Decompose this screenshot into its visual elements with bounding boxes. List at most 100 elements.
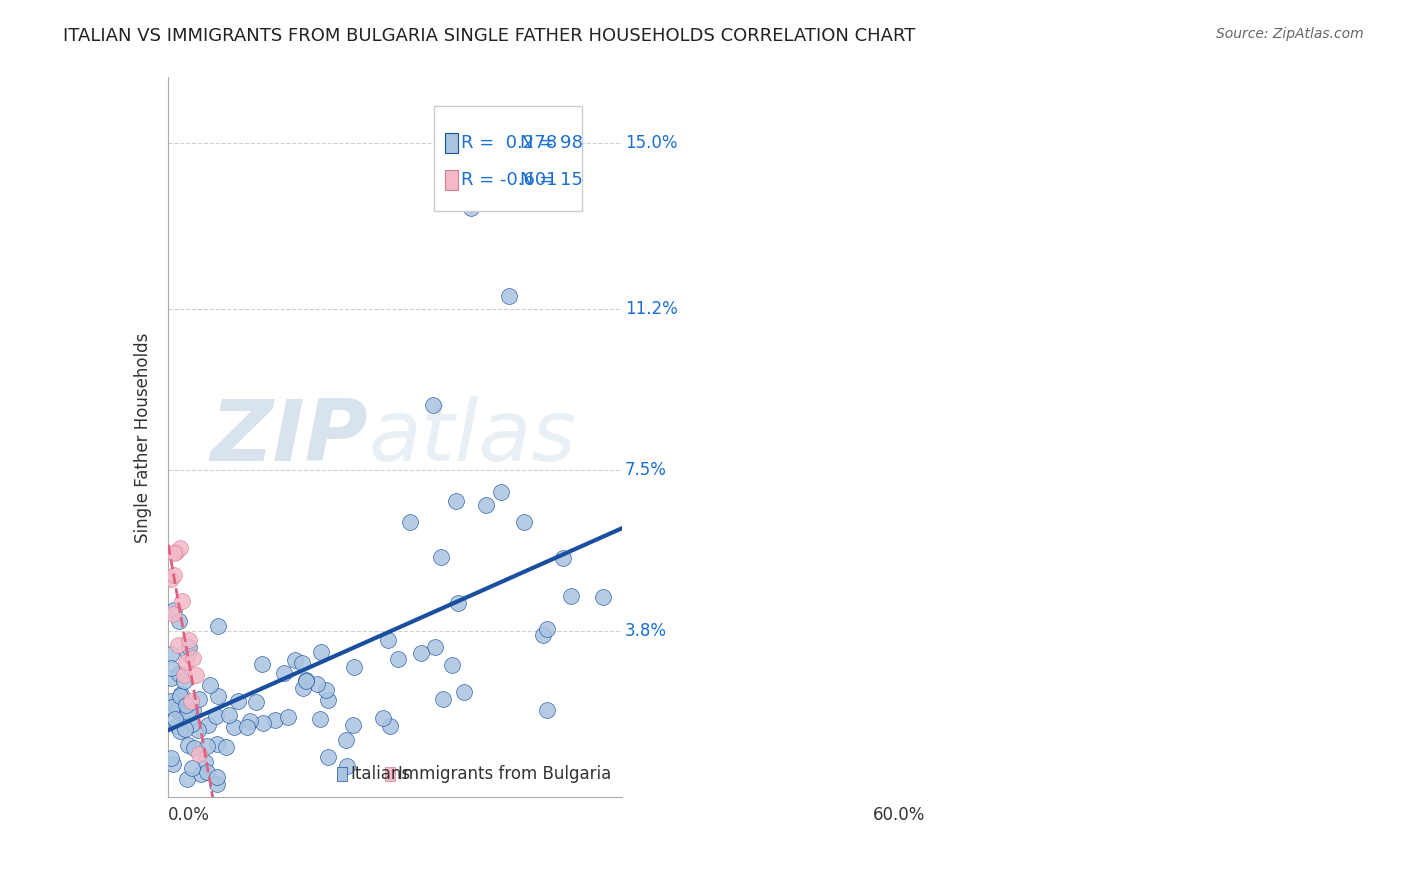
Point: [184, 668, 207, 682]
Point: [200, 678, 222, 692]
Point: [174, 698, 197, 713]
Point: [536, 623, 558, 637]
Point: [187, 723, 209, 737]
Point: [163, 568, 186, 582]
Point: [491, 484, 513, 499]
Point: [295, 673, 318, 687]
Point: [432, 692, 454, 706]
Point: [308, 712, 330, 726]
Point: [218, 707, 240, 722]
Point: [170, 687, 193, 701]
Point: [551, 550, 574, 565]
Point: [179, 640, 201, 654]
Point: [560, 589, 582, 603]
Point: [207, 689, 229, 703]
Point: [305, 677, 328, 691]
Point: [181, 717, 204, 731]
Point: [273, 665, 295, 680]
Text: 3.8%: 3.8%: [624, 623, 666, 640]
Point: [222, 721, 245, 735]
Point: [475, 498, 498, 512]
Point: [162, 546, 184, 560]
Point: [429, 550, 451, 565]
Point: [425, 640, 447, 654]
Text: 7.5%: 7.5%: [624, 461, 666, 479]
Point: [160, 572, 183, 586]
Point: [181, 703, 204, 717]
Point: [239, 714, 262, 728]
Point: [387, 652, 409, 666]
Point: [371, 711, 394, 725]
Point: [165, 712, 187, 726]
Point: [181, 651, 204, 665]
Point: [245, 695, 267, 709]
Point: [176, 705, 198, 719]
Text: R =  0.278: R = 0.278: [461, 134, 557, 152]
Point: [177, 647, 200, 661]
FancyBboxPatch shape: [446, 170, 458, 191]
Point: [190, 767, 212, 781]
Text: ZIP: ZIP: [211, 396, 368, 479]
Text: N = 15: N = 15: [520, 171, 583, 189]
Text: Immigrants from Bulgaria: Immigrants from Bulgaria: [398, 765, 612, 783]
FancyBboxPatch shape: [434, 106, 582, 211]
Point: [163, 603, 186, 617]
Point: [399, 516, 422, 530]
Point: [460, 202, 482, 216]
Text: R = -0.601: R = -0.601: [461, 171, 558, 189]
Point: [167, 667, 190, 681]
Point: [170, 594, 193, 608]
Point: [167, 706, 190, 720]
Text: atlas: atlas: [368, 396, 576, 479]
Point: [160, 647, 183, 661]
Point: [205, 737, 228, 751]
Point: [316, 692, 339, 706]
Point: [159, 751, 181, 765]
Point: [159, 693, 181, 707]
Point: [295, 673, 318, 688]
Point: [162, 757, 184, 772]
Point: [422, 398, 444, 412]
Point: [176, 707, 198, 722]
Text: 15.0%: 15.0%: [624, 134, 678, 152]
Point: [169, 689, 191, 703]
Point: [159, 661, 181, 675]
Point: [336, 759, 359, 773]
Point: [378, 719, 401, 733]
Point: [166, 719, 188, 733]
Point: [183, 740, 205, 755]
Point: [335, 733, 357, 747]
Point: [291, 656, 314, 670]
Point: [263, 713, 285, 727]
Text: Italians: Italians: [350, 765, 411, 783]
Text: 0.0%: 0.0%: [169, 805, 209, 824]
Point: [205, 709, 228, 723]
Point: [176, 772, 198, 786]
Point: [205, 770, 228, 784]
Point: [409, 646, 432, 660]
Point: [188, 692, 211, 706]
Point: [592, 590, 614, 604]
Point: [342, 717, 364, 731]
Text: ITALIAN VS IMMIGRANTS FROM BULGARIA SINGLE FATHER HOUSEHOLDS CORRELATION CHART: ITALIAN VS IMMIGRANTS FROM BULGARIA SING…: [63, 27, 915, 45]
Point: [343, 660, 366, 674]
Text: 60.0%: 60.0%: [873, 805, 925, 824]
Point: [169, 541, 191, 555]
FancyBboxPatch shape: [446, 133, 458, 153]
Text: 11.2%: 11.2%: [624, 300, 678, 318]
Point: [453, 685, 475, 699]
Point: [513, 516, 536, 530]
Point: [176, 655, 198, 669]
Text: Single Father Households: Single Father Households: [135, 332, 152, 542]
FancyBboxPatch shape: [385, 767, 395, 781]
Point: [498, 288, 520, 302]
Point: [377, 633, 399, 648]
Point: [444, 493, 467, 508]
Point: [207, 619, 229, 633]
Point: [250, 657, 273, 672]
Point: [162, 607, 184, 621]
Text: Source: ZipAtlas.com: Source: ZipAtlas.com: [1216, 27, 1364, 41]
Point: [167, 638, 190, 652]
Point: [531, 628, 554, 642]
Point: [173, 673, 195, 688]
